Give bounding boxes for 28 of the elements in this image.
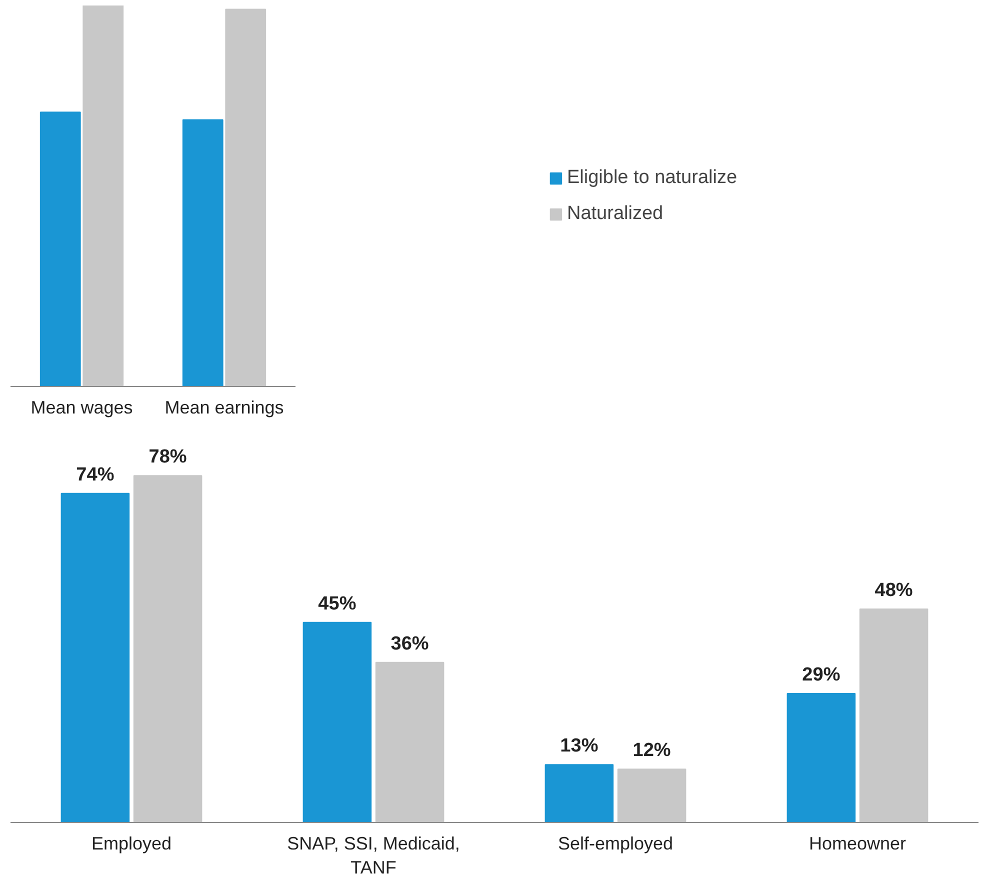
- x-tick-label: Employed: [91, 834, 172, 854]
- bar: [60, 492, 130, 822]
- bar: [182, 119, 224, 386]
- legend-label: Naturalized: [566, 202, 664, 224]
- x-tick-label: SNAP, SSI, Medicaid, TANF: [287, 834, 460, 878]
- bar: [302, 622, 372, 822]
- bar: [225, 8, 266, 386]
- x-tick-label: Homeowner: [808, 834, 906, 854]
- x-tick-label: Mean earnings: [164, 398, 284, 418]
- bar: [544, 764, 614, 822]
- bar: [786, 693, 856, 822]
- data-label: 74%: [76, 464, 114, 486]
- data-label: 29%: [802, 664, 840, 686]
- bar: [859, 608, 928, 822]
- bar: [375, 662, 444, 822]
- data-label: 45%: [318, 593, 356, 614]
- data-label: 12%: [632, 740, 671, 762]
- data-label: 78%: [148, 446, 187, 468]
- data-label: 36%: [390, 633, 429, 654]
- bar: [617, 768, 686, 822]
- data-label: 48%: [874, 580, 913, 602]
- data-label: 13%: [560, 736, 598, 757]
- bar: [82, 6, 124, 386]
- bar: [40, 112, 81, 386]
- legend-label: Eligible to naturalize: [566, 166, 738, 188]
- x-tick-label: Self-employed: [558, 834, 674, 854]
- bar: [133, 475, 202, 822]
- x-tick-label: Mean wages: [30, 398, 133, 418]
